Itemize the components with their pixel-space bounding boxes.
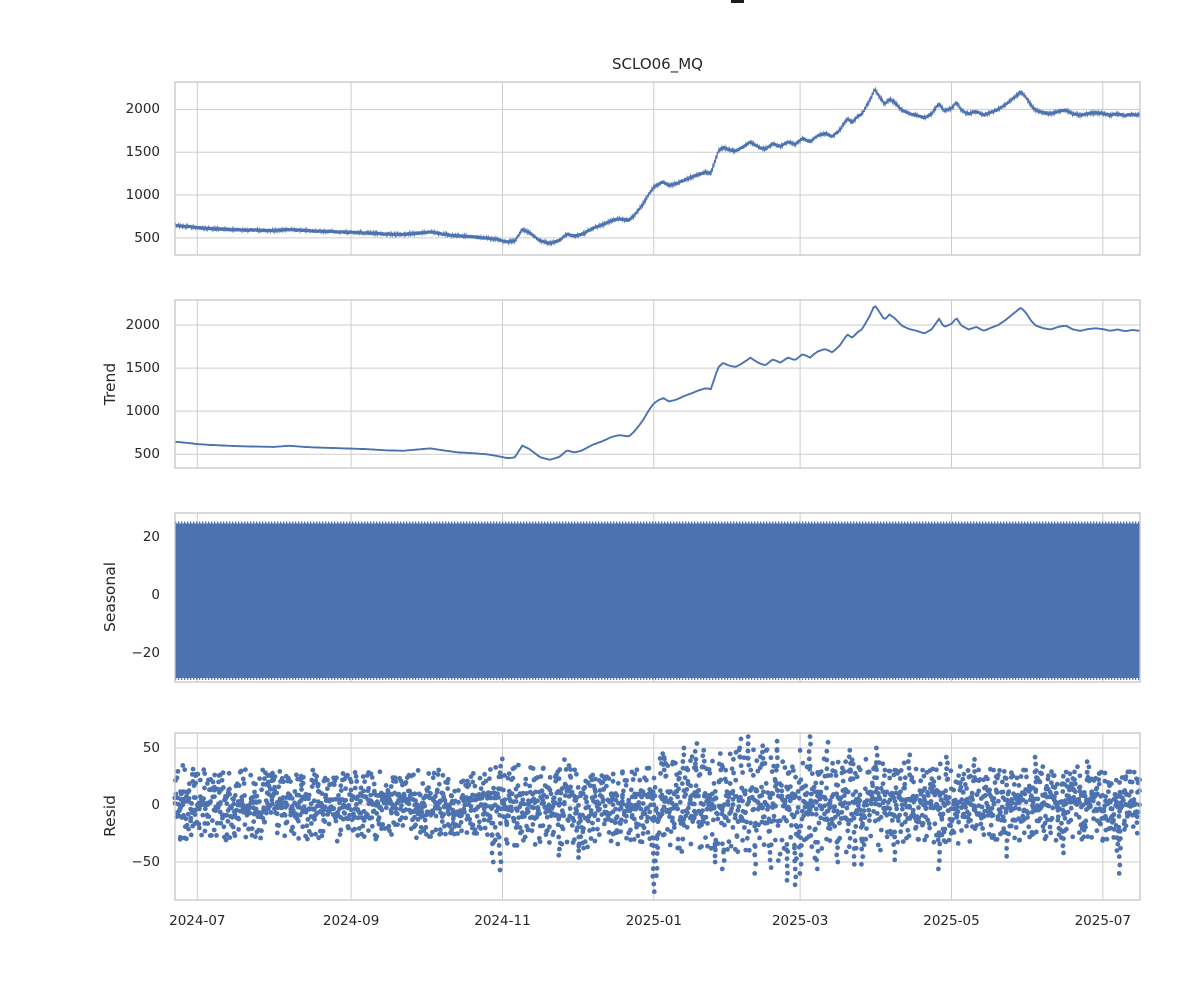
seasonal-y-tick-label: 20 [142, 528, 160, 545]
resid-y-tick-label: 50 [142, 740, 160, 757]
seasonal-band [175, 521, 1140, 680]
trend-y-tick-label: 1000 [125, 403, 160, 420]
observed-y-tick-label: 1500 [125, 144, 160, 161]
observed-y-tick-label: 500 [134, 229, 160, 246]
observed-y-tick-label: 2000 [125, 101, 160, 118]
seasonal-y-tick-label: −20 [131, 644, 161, 661]
trend-frame [174, 299, 1141, 469]
observed-y-tick-label: 1000 [125, 187, 160, 204]
resid-y-tick-label: −50 [131, 854, 161, 871]
x-tick-label: 2024-07 [169, 913, 226, 929]
trend-y-tick-label: 2000 [125, 316, 160, 333]
trend-line [174, 305, 1140, 461]
resid-frame [174, 732, 1141, 901]
x-tick-label: 2024-09 [322, 913, 380, 929]
cropped-suptitle-fragment [731, 0, 744, 3]
observed-title: SCLO06_MQ [612, 55, 703, 73]
x-tick-label: 2025-07 [1074, 913, 1131, 929]
trend-grid [175, 300, 1140, 468]
resid-scatter [172, 734, 1142, 895]
resid-y-tick-label: 0 [151, 797, 160, 814]
x-tick-label: 2024-11 [474, 913, 531, 929]
observed-frame [174, 81, 1141, 256]
x-tick-label: 2025-05 [923, 913, 980, 929]
x-tick-label: 2025-03 [771, 913, 829, 929]
trend-y-tick-label: 1500 [125, 360, 160, 377]
observed-line [174, 86, 1141, 247]
seasonal-frame [174, 512, 1141, 683]
x-tick-label: 2025-01 [625, 913, 682, 929]
trend-y-tick-label: 500 [134, 446, 160, 463]
seasonal-y-tick-label: 0 [151, 586, 160, 603]
observed-grid [175, 82, 1140, 255]
